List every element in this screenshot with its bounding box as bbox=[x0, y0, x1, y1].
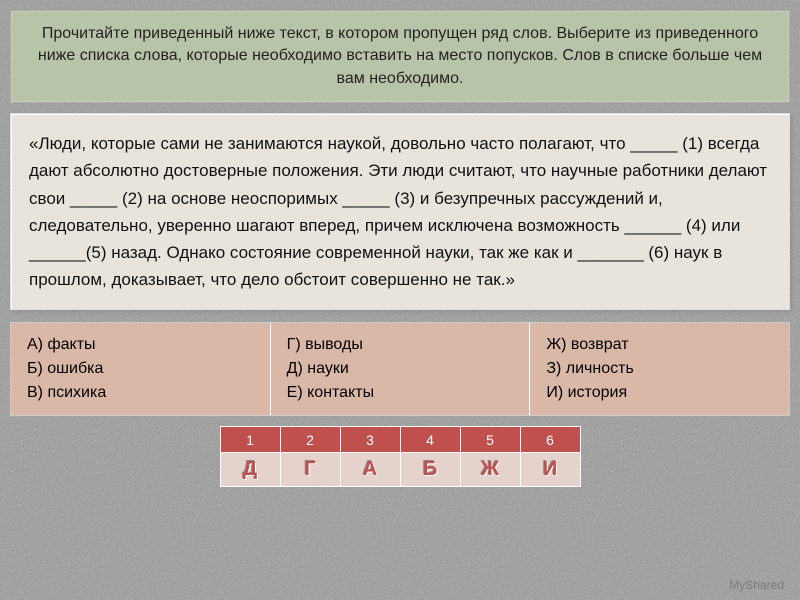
options-col-3: Ж) возврат З) личность И) история bbox=[530, 323, 789, 415]
fill-paragraph: «Люди, которые сами не занимаются наукой… bbox=[10, 113, 790, 310]
answers-letters-row: Д Г А Б Ж И bbox=[220, 453, 580, 487]
instruction-header: Прочитайте приведенный ниже текст, в кот… bbox=[10, 10, 790, 103]
answer-num-5: 5 bbox=[460, 427, 520, 453]
instruction-text: Прочитайте приведенный ниже текст, в кот… bbox=[38, 25, 762, 87]
answer-num-6: 6 bbox=[520, 427, 580, 453]
option-e: Д) науки bbox=[287, 357, 514, 381]
answer-letter-6: И bbox=[520, 453, 580, 487]
option-i: И) история bbox=[546, 381, 773, 405]
option-a: А) факты bbox=[27, 333, 254, 357]
options-col-2: Г) выводы Д) науки Е) контакты bbox=[271, 323, 531, 415]
option-d: Г) выводы bbox=[287, 333, 514, 357]
option-f: Е) контакты bbox=[287, 381, 514, 405]
options-col-1: А) факты Б) ошибка В) психика bbox=[11, 323, 271, 415]
answers-header-row: 1 2 3 4 5 6 bbox=[220, 427, 580, 453]
answer-letter-5: Ж bbox=[460, 453, 520, 487]
answer-num-1: 1 bbox=[220, 427, 280, 453]
answer-letter-1: Д bbox=[220, 453, 280, 487]
answer-letter-3: А bbox=[340, 453, 400, 487]
option-g: Ж) возврат bbox=[546, 333, 773, 357]
answer-num-2: 2 bbox=[280, 427, 340, 453]
answer-letter-4: Б bbox=[400, 453, 460, 487]
answer-num-4: 4 bbox=[400, 427, 460, 453]
option-h: З) личность bbox=[546, 357, 773, 381]
answers-wrap: 1 2 3 4 5 6 Д Г А Б Ж И bbox=[10, 426, 790, 487]
answer-num-3: 3 bbox=[340, 427, 400, 453]
option-c: В) психика bbox=[27, 381, 254, 405]
fill-paragraph-text: «Люди, которые сами не занимаются наукой… bbox=[29, 134, 767, 289]
options-table: А) факты Б) ошибка В) психика Г) выводы … bbox=[10, 322, 790, 416]
answer-letter-2: Г bbox=[280, 453, 340, 487]
answers-table: 1 2 3 4 5 6 Д Г А Б Ж И bbox=[220, 426, 581, 487]
option-b: Б) ошибка bbox=[27, 357, 254, 381]
watermark: MyShared bbox=[729, 578, 784, 592]
